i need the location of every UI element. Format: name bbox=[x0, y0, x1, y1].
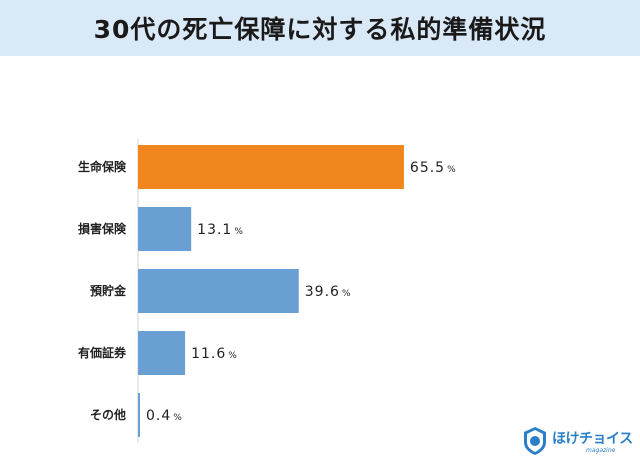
data-label: 0.4% bbox=[146, 408, 182, 424]
title-bar: 30代の死亡保障に対する私的準備状況 bbox=[0, 0, 640, 56]
bar bbox=[138, 269, 299, 313]
category-label: 預貯金 bbox=[90, 283, 127, 298]
logo-tagline: magazine bbox=[586, 447, 616, 454]
data-label: 13.1% bbox=[197, 222, 243, 238]
hoke-choice-logo-icon bbox=[524, 427, 546, 455]
bar bbox=[138, 331, 186, 375]
category-label: 有価証券 bbox=[78, 345, 127, 360]
category-label: その他 bbox=[90, 407, 126, 422]
bar bbox=[138, 145, 404, 189]
bar bbox=[138, 207, 192, 251]
logo: ほけチョイス magazine bbox=[522, 424, 634, 468]
chart-title: 30代の死亡保障に対する私的準備状況 bbox=[93, 15, 547, 44]
logo-name: ほけチョイス bbox=[552, 431, 633, 447]
category-label: 損害保険 bbox=[78, 221, 127, 236]
data-label: 65.5% bbox=[410, 160, 456, 176]
bar bbox=[138, 393, 140, 437]
data-label: 11.6% bbox=[191, 346, 237, 362]
data-label: 39.6% bbox=[305, 284, 351, 300]
category-label: 生命保険 bbox=[78, 159, 127, 174]
